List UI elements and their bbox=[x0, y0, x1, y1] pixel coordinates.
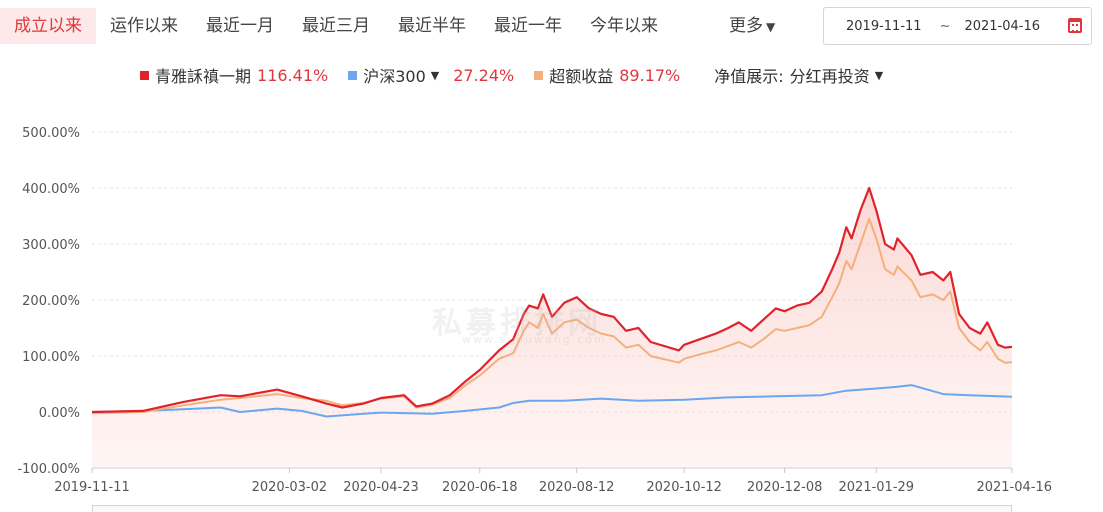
tab-period-6[interactable]: 今年以来 bbox=[590, 16, 658, 36]
legend-fund-name: 青雅訸禛一期 bbox=[155, 67, 252, 86]
y-tick-label: 200.00% bbox=[22, 294, 80, 309]
legend-fund-value: 116.41% bbox=[257, 65, 329, 85]
nav-display-value: 分红再投资 bbox=[789, 67, 870, 86]
y-tick-label: 100.00% bbox=[22, 350, 80, 365]
y-tick-label: 0.00% bbox=[39, 406, 80, 421]
end-date[interactable]: 2021-04-16 bbox=[964, 18, 1041, 34]
x-tick-label: 2020-06-18 bbox=[442, 480, 518, 495]
y-tick-label: 300.00% bbox=[22, 238, 80, 253]
range-slider-bar[interactable] bbox=[92, 505, 1012, 512]
legend-index-name: 沪深300 bbox=[363, 67, 426, 86]
series-line-0 bbox=[91, 186, 1013, 414]
period-tabs: 成立以来 运作以来 最近一月 最近三月 最近半年 最近一年 今年以来 bbox=[0, 0, 812, 52]
excess-swatch bbox=[534, 70, 544, 80]
start-date[interactable]: 2019-11-11 bbox=[846, 18, 922, 34]
tab-period-3[interactable]: 最近三月 bbox=[302, 16, 370, 36]
date-range-picker[interactable]: 2019-11-11 ~ 2021-04-16 bbox=[823, 7, 1092, 45]
tab-period-4[interactable]: 最近半年 bbox=[398, 16, 466, 36]
x-tick-label: 2021-01-29 bbox=[839, 480, 915, 495]
legend-excess-value: 89.17% bbox=[619, 65, 681, 85]
date-separator: ~ bbox=[939, 18, 951, 34]
caret-down-icon: ▼ bbox=[766, 20, 776, 34]
tab-period-5[interactable]: 最近一年 bbox=[494, 16, 562, 36]
caret-down-icon[interactable]: ▼ bbox=[430, 68, 440, 82]
return-chart[interactable]: 500.00% 400.00% 300.00% 200.00% 100.00% 0.00%… bbox=[0, 100, 1103, 505]
nav-display-label: 净值展示: bbox=[714, 67, 784, 86]
series-line-1 bbox=[91, 384, 1013, 418]
y-tick-label: 500.00% bbox=[22, 126, 80, 141]
x-tick-label: 2019-11-11 bbox=[54, 480, 130, 495]
watermark: 私募排排网 bbox=[432, 306, 602, 341]
nav-display-select[interactable]: 净值展示: 分红再投资 ▼ bbox=[714, 63, 883, 87]
y-tick-label: -100.00% bbox=[17, 462, 80, 477]
x-tick-label: 2020-03-02 bbox=[252, 480, 328, 495]
legend-excess-name: 超额收益 bbox=[549, 67, 614, 86]
legend-fund[interactable]: 青雅訸禛一期 116.41% bbox=[140, 63, 328, 87]
watermark-url: www.simuwang.com bbox=[462, 333, 607, 346]
legend-index-value: 27.24% bbox=[453, 65, 515, 85]
chart-legend: 青雅訸禛一期 116.41% 沪深300 ▼ 27.24% 超额收益 89.17… bbox=[140, 62, 903, 88]
fund-area bbox=[92, 188, 1012, 468]
more-dropdown[interactable]: 更多 ▼ bbox=[729, 16, 776, 36]
x-tick-label: 2020-08-12 bbox=[539, 480, 615, 495]
calendar-icon[interactable] bbox=[1068, 18, 1082, 33]
tab-period-0[interactable]: 成立以来 bbox=[0, 8, 96, 44]
index-swatch bbox=[348, 70, 358, 80]
caret-down-icon: ▼ bbox=[874, 68, 884, 82]
x-tick-label: 2020-04-23 bbox=[343, 480, 419, 495]
fund-swatch bbox=[140, 70, 149, 80]
tab-period-2[interactable]: 最近一月 bbox=[206, 16, 274, 36]
y-tick-label: 400.00% bbox=[22, 182, 80, 197]
legend-excess[interactable]: 超额收益 89.17% bbox=[534, 63, 680, 87]
x-tick-label: 2021-04-16 bbox=[976, 480, 1052, 495]
x-tick-label: 2020-12-08 bbox=[747, 480, 823, 495]
tab-period-1[interactable]: 运作以来 bbox=[110, 16, 178, 36]
legend-index[interactable]: 沪深300 ▼ 27.24% bbox=[348, 63, 514, 87]
x-tick-label: 2020-10-12 bbox=[646, 480, 722, 495]
